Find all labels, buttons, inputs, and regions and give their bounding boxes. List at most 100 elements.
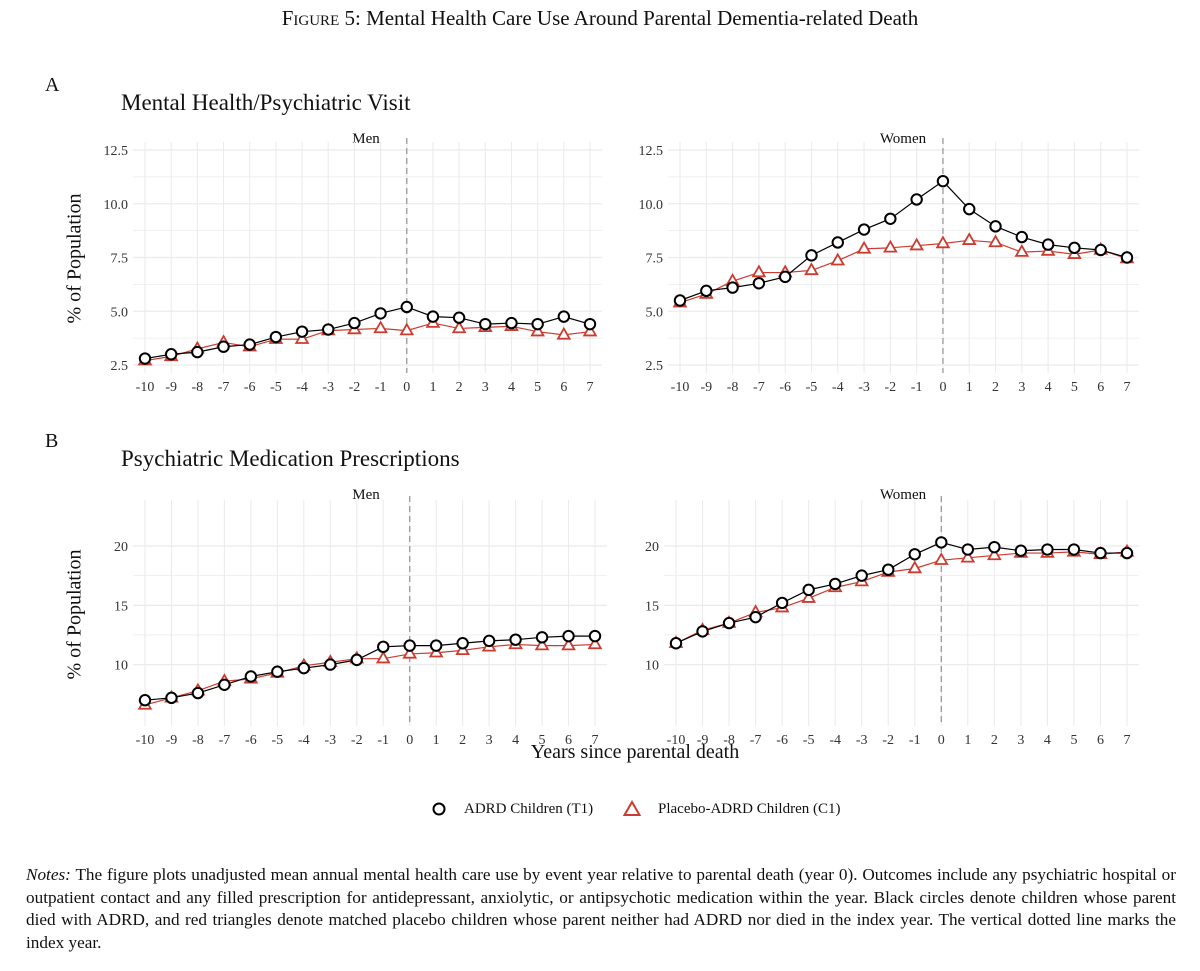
x-tick-label: -5 — [806, 380, 818, 395]
x-tick-label: 0 — [406, 733, 413, 748]
c1-point — [960, 549, 976, 563]
t1-point — [456, 637, 469, 650]
c1-point — [534, 637, 550, 651]
t1-point — [191, 686, 205, 700]
c1-point — [751, 264, 767, 278]
t1-point — [857, 223, 871, 236]
c1-point — [294, 331, 310, 344]
c1-series-line — [144, 322, 591, 362]
t1-point — [1094, 546, 1107, 560]
t1-point — [722, 616, 736, 630]
y-tick-label: 12.5 — [104, 144, 129, 159]
x-tick-label: -9 — [697, 733, 709, 748]
t1-point — [1067, 543, 1081, 556]
y-tick-label: 10 — [645, 659, 659, 674]
x-tick-label: 1 — [433, 733, 440, 748]
t1-point — [1014, 544, 1028, 557]
x-tick-label: -6 — [244, 380, 256, 395]
x-tick-label: -8 — [727, 380, 739, 395]
figure-title: Figure 5: Mental Health Care Use Around … — [0, 6, 1200, 31]
x-tick-label: -4 — [832, 380, 844, 395]
y-tick-label: 20 — [114, 540, 128, 555]
x-tick-label: -5 — [803, 733, 815, 748]
c1-point — [935, 235, 951, 249]
x-tick-label: -3 — [856, 733, 868, 748]
x-tick-label: -9 — [165, 380, 177, 395]
x-tick-label: 5 — [1071, 380, 1078, 395]
panel-a-letter: A — [45, 74, 60, 96]
y-tick-label: 7.5 — [646, 252, 664, 267]
x-tick-label: -6 — [779, 380, 791, 395]
c1-series-line — [675, 551, 1128, 644]
t1-point — [400, 300, 413, 314]
panel-a-men-strip: Men — [352, 131, 380, 147]
y-tick-label: 10 — [114, 659, 128, 674]
x-tick-label: 6 — [1097, 380, 1104, 395]
c1-point — [801, 590, 816, 603]
x-tick-label: -10 — [136, 733, 155, 748]
x-tick-label: 7 — [592, 733, 599, 748]
t1-point — [535, 631, 549, 644]
t1-point — [988, 540, 1001, 554]
t1-point — [669, 637, 683, 650]
t1-point — [828, 577, 842, 591]
y-tick-label: 12.5 — [639, 144, 664, 159]
t1-point — [377, 640, 390, 654]
x-tick-label: 2 — [459, 733, 466, 748]
t1-point — [1068, 241, 1081, 255]
t1-point — [673, 294, 687, 307]
figure-title-text: Mental Health Care Use Around Parental D… — [366, 6, 919, 30]
x-tick-label: -7 — [753, 380, 765, 395]
c1-point — [530, 323, 545, 337]
x-tick-label: 1 — [966, 380, 973, 395]
x-tick-label: -8 — [723, 733, 735, 748]
t1-point — [802, 583, 815, 597]
t1-point — [324, 658, 337, 671]
t1-point — [348, 316, 361, 330]
y-tick-label: 10.0 — [639, 198, 664, 213]
c1-point — [909, 237, 924, 251]
x-tick-label: 4 — [512, 733, 519, 748]
x-tick-label: -10 — [667, 733, 686, 748]
x-tick-label: 0 — [939, 380, 946, 395]
x-tick-label: 4 — [1045, 380, 1052, 395]
y-tick-label: 5.0 — [111, 305, 129, 320]
x-tick-label: 2 — [456, 380, 463, 395]
t1-point — [297, 661, 311, 675]
c1-point — [856, 240, 872, 254]
x-tick-label: 3 — [1017, 733, 1024, 748]
x-tick-label: -7 — [219, 733, 231, 748]
x-tick-label: 0 — [403, 380, 410, 395]
y-tick-label: 20 — [645, 540, 659, 555]
x-tick-label: 5 — [1070, 733, 1077, 748]
x-tick-label: -4 — [829, 733, 841, 748]
x-tick-label: -1 — [375, 380, 387, 395]
x-tick-label: -1 — [909, 733, 921, 748]
t1-point — [426, 310, 440, 323]
t1-point — [505, 316, 518, 330]
t1-point — [374, 307, 387, 320]
x-tick-label: 4 — [508, 380, 515, 395]
legend-circle-icon — [432, 802, 446, 816]
t1-point — [164, 348, 178, 361]
x-tick-label: 4 — [1044, 733, 1051, 748]
c1-point — [373, 320, 388, 334]
y-tick-label: 15 — [114, 599, 128, 614]
t1-point — [350, 653, 363, 667]
c1-point — [987, 547, 1002, 561]
x-tick-label: -10 — [671, 380, 690, 395]
x-tick-label: 0 — [938, 733, 945, 748]
t1-point — [989, 220, 1002, 233]
x-tick-label: -4 — [298, 733, 310, 748]
t1-point — [696, 625, 709, 638]
legend-item-t1: ADRD Children (T1) — [430, 800, 593, 818]
x-tick-label: 5 — [539, 733, 546, 748]
t1-series-line — [144, 635, 595, 701]
t1-point — [726, 281, 739, 294]
t1-series-line — [679, 180, 1128, 302]
x-tick-label: 7 — [1124, 733, 1131, 748]
t1-point — [910, 193, 923, 206]
c1-point — [375, 650, 391, 664]
c1-point — [399, 322, 415, 336]
